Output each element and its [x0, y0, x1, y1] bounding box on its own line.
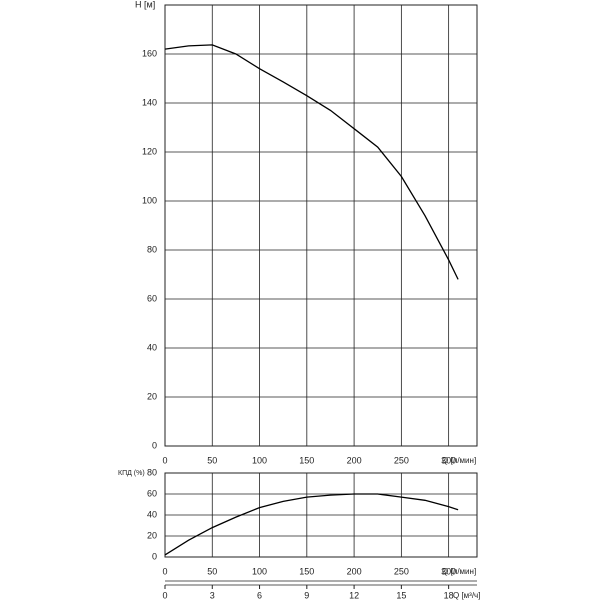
- x-tick-label: 50: [207, 566, 217, 576]
- x-tick-label: 150: [299, 566, 314, 576]
- x-tick-label: 250: [394, 566, 409, 576]
- curve: [164, 493, 459, 556]
- x2-tick-label: 3: [210, 590, 215, 600]
- x2-tick-label: 15: [396, 590, 406, 600]
- y-tick-label: 0: [152, 440, 157, 450]
- y-tick-label: 60: [147, 488, 157, 498]
- x2-tick-label: 18: [444, 590, 454, 600]
- y-tick-label: 40: [147, 342, 157, 352]
- x-axis-label: Q [л/мин]: [442, 567, 476, 576]
- x-tick-label: 200: [347, 566, 362, 576]
- y-tick-label: 80: [147, 467, 157, 477]
- y-axis-label: КПД (%): [118, 470, 145, 477]
- curve: [164, 44, 459, 280]
- x-tick-label: 200: [347, 455, 362, 465]
- x-tick-label: 50: [207, 455, 217, 465]
- x-tick-label: 300: [441, 455, 456, 465]
- y-tick-label: 100: [142, 195, 157, 205]
- y-tick-label: 60: [147, 293, 157, 303]
- y-tick-label: 120: [142, 146, 157, 156]
- x-tick-label: 0: [162, 566, 167, 576]
- y-tick-label: 140: [142, 97, 157, 107]
- x2-tick-label: 9: [304, 590, 309, 600]
- x2-tick-label: 0: [162, 590, 167, 600]
- x-tick-label: 100: [252, 455, 267, 465]
- x-tick-label: 300: [441, 566, 456, 576]
- y-tick-label: 160: [142, 48, 157, 58]
- x2-axis-label: Q [м³/ч]: [453, 591, 480, 600]
- y-tick-label: 80: [147, 244, 157, 254]
- x-tick-label: 150: [299, 455, 314, 465]
- y-tick-label: 20: [147, 530, 157, 540]
- x-tick-label: 100: [252, 566, 267, 576]
- y-tick-label: 40: [147, 509, 157, 519]
- x-tick-label: 0: [162, 455, 167, 465]
- y-tick-label: 20: [147, 391, 157, 401]
- x2-tick-label: 6: [257, 590, 262, 600]
- x-tick-label: 250: [394, 455, 409, 465]
- x2-tick-label: 12: [349, 590, 359, 600]
- y-axis-label: H [м]: [135, 0, 155, 9]
- x-axis-label: Q [л/мин]: [442, 456, 476, 465]
- y-tick-label: 0: [152, 551, 157, 561]
